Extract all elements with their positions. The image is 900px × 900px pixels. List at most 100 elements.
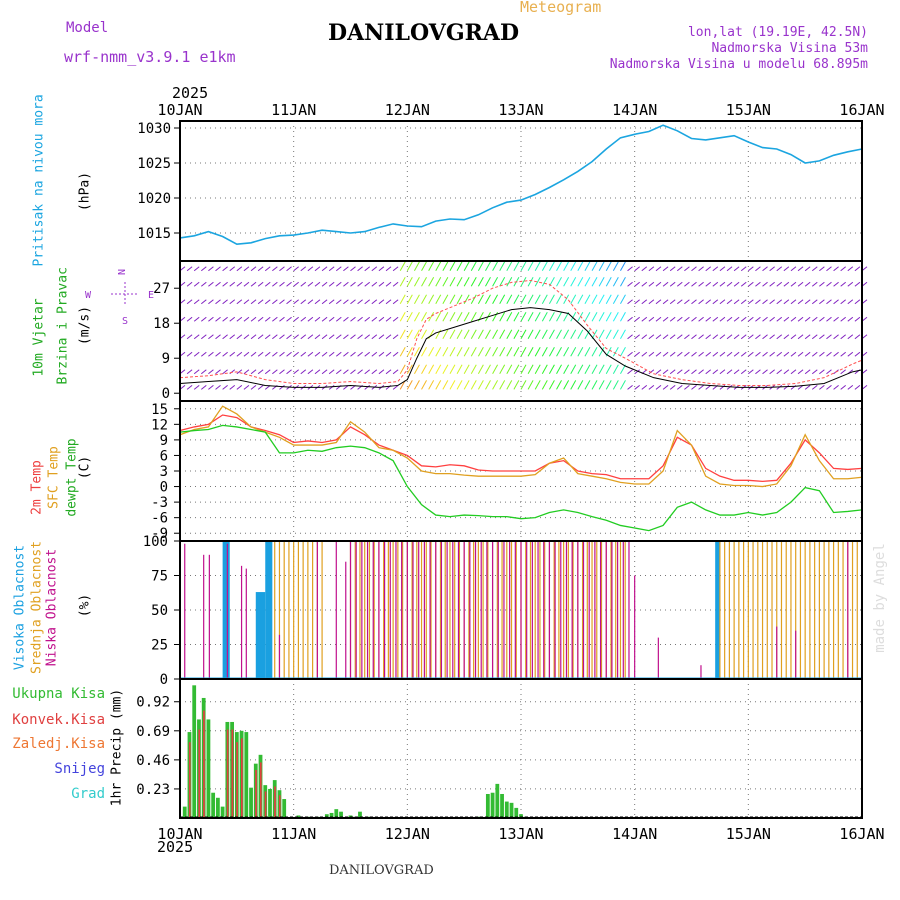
wind-barb — [463, 347, 470, 357]
wind-barb — [570, 347, 577, 357]
precip-total-bar — [324, 814, 329, 818]
wind-barb — [598, 347, 605, 357]
wind-barb — [684, 316, 690, 322]
wind-barb — [492, 329, 499, 340]
pressure-line — [179, 124, 863, 246]
wind-barb — [449, 294, 456, 305]
wind-barb — [833, 266, 839, 272]
wind-barb — [406, 380, 413, 390]
chart-title: DANILOVGRAD — [328, 20, 520, 46]
wind-barb — [378, 334, 385, 340]
wind-barb — [293, 316, 299, 322]
year-top: 2025 — [172, 84, 209, 102]
wind-barb — [591, 277, 598, 287]
wind-barb — [769, 299, 775, 305]
wind-barb — [477, 261, 484, 271]
wind-barb — [811, 316, 818, 322]
wind-barb — [421, 364, 427, 375]
wind-barb — [691, 266, 697, 272]
wind-barb — [684, 369, 690, 375]
wind-barb — [726, 334, 733, 340]
wind-barb — [662, 384, 669, 390]
wind-barb — [577, 364, 584, 375]
wind-barb — [201, 334, 207, 340]
wind-barb — [641, 384, 648, 390]
wind-barb — [598, 294, 605, 305]
wind-barb — [698, 299, 704, 305]
precip-tick-label: 0.92 — [136, 695, 170, 711]
wind-barb — [477, 380, 484, 390]
wind-barb — [307, 299, 314, 305]
wind-barb — [648, 334, 655, 340]
wind-barb — [662, 281, 669, 287]
wind-barb — [250, 369, 257, 375]
wind-barb — [819, 299, 825, 305]
wind-barb — [449, 277, 456, 287]
wind-barb — [726, 369, 733, 375]
wind-barb — [399, 364, 406, 375]
wind-barb — [577, 329, 584, 340]
wind-barb — [250, 266, 257, 272]
wind-barb — [790, 316, 797, 322]
wind-barb — [627, 369, 633, 375]
wind-barb — [250, 316, 257, 322]
wind-barb — [641, 334, 648, 340]
wind-barb — [541, 347, 548, 357]
wind-barb — [364, 281, 371, 287]
wind-barb — [449, 380, 456, 390]
wind-barb — [847, 281, 854, 287]
wind-barb — [598, 312, 605, 322]
wind-barb — [847, 299, 854, 305]
wind-barb — [449, 347, 456, 357]
wind-barb — [669, 334, 676, 340]
wind-barb — [335, 351, 342, 357]
wind-barb — [264, 316, 271, 322]
wind-barb — [499, 329, 506, 340]
precip-conv-bar — [274, 786, 276, 818]
wind-barb — [556, 329, 562, 340]
wind-barb — [826, 369, 832, 375]
wind-barb — [541, 364, 548, 375]
wind-barb — [762, 316, 768, 322]
wind-barb — [463, 312, 470, 322]
wind-barb — [548, 364, 555, 375]
wind-barb — [357, 369, 363, 375]
wind-barb — [691, 316, 697, 322]
wind-barb — [548, 261, 555, 271]
wind-barb — [279, 281, 285, 287]
wind-barb — [215, 266, 221, 272]
temp-tick-label: 3 — [160, 464, 168, 480]
wind-barb — [513, 261, 520, 271]
wind-barb — [272, 351, 278, 357]
wind-barb — [257, 316, 264, 322]
wind-barb — [648, 266, 655, 272]
wind-barb — [698, 369, 704, 375]
wind-barb — [449, 312, 456, 322]
bottom-x-tick-label: 14JAN — [612, 825, 657, 843]
wind-barb — [201, 281, 207, 287]
wind-barb — [548, 347, 555, 357]
wind-barb — [620, 380, 626, 390]
wind-barb — [442, 347, 449, 357]
wind-barb — [385, 316, 392, 322]
wind-barb — [442, 312, 449, 322]
wind-barb — [208, 351, 214, 357]
wind-barb — [229, 384, 236, 390]
wind-barb — [378, 281, 385, 287]
wind-barb — [470, 261, 477, 271]
wind-barb — [186, 316, 193, 322]
wind-barb — [605, 261, 612, 271]
wind-barb — [229, 334, 236, 340]
wind-barb — [272, 281, 278, 287]
wind-barb — [364, 369, 371, 375]
wind-barb — [556, 312, 562, 322]
wind-barb — [272, 266, 278, 272]
wind-barb — [222, 266, 228, 272]
wind-barb — [605, 294, 612, 305]
wind-barb — [343, 316, 349, 322]
wind-barb — [463, 294, 470, 305]
wind-tick-label: 18 — [153, 316, 170, 332]
cloud-tick-label: 100 — [143, 534, 168, 550]
wind-barb — [385, 351, 392, 357]
wind-barb — [222, 299, 228, 305]
